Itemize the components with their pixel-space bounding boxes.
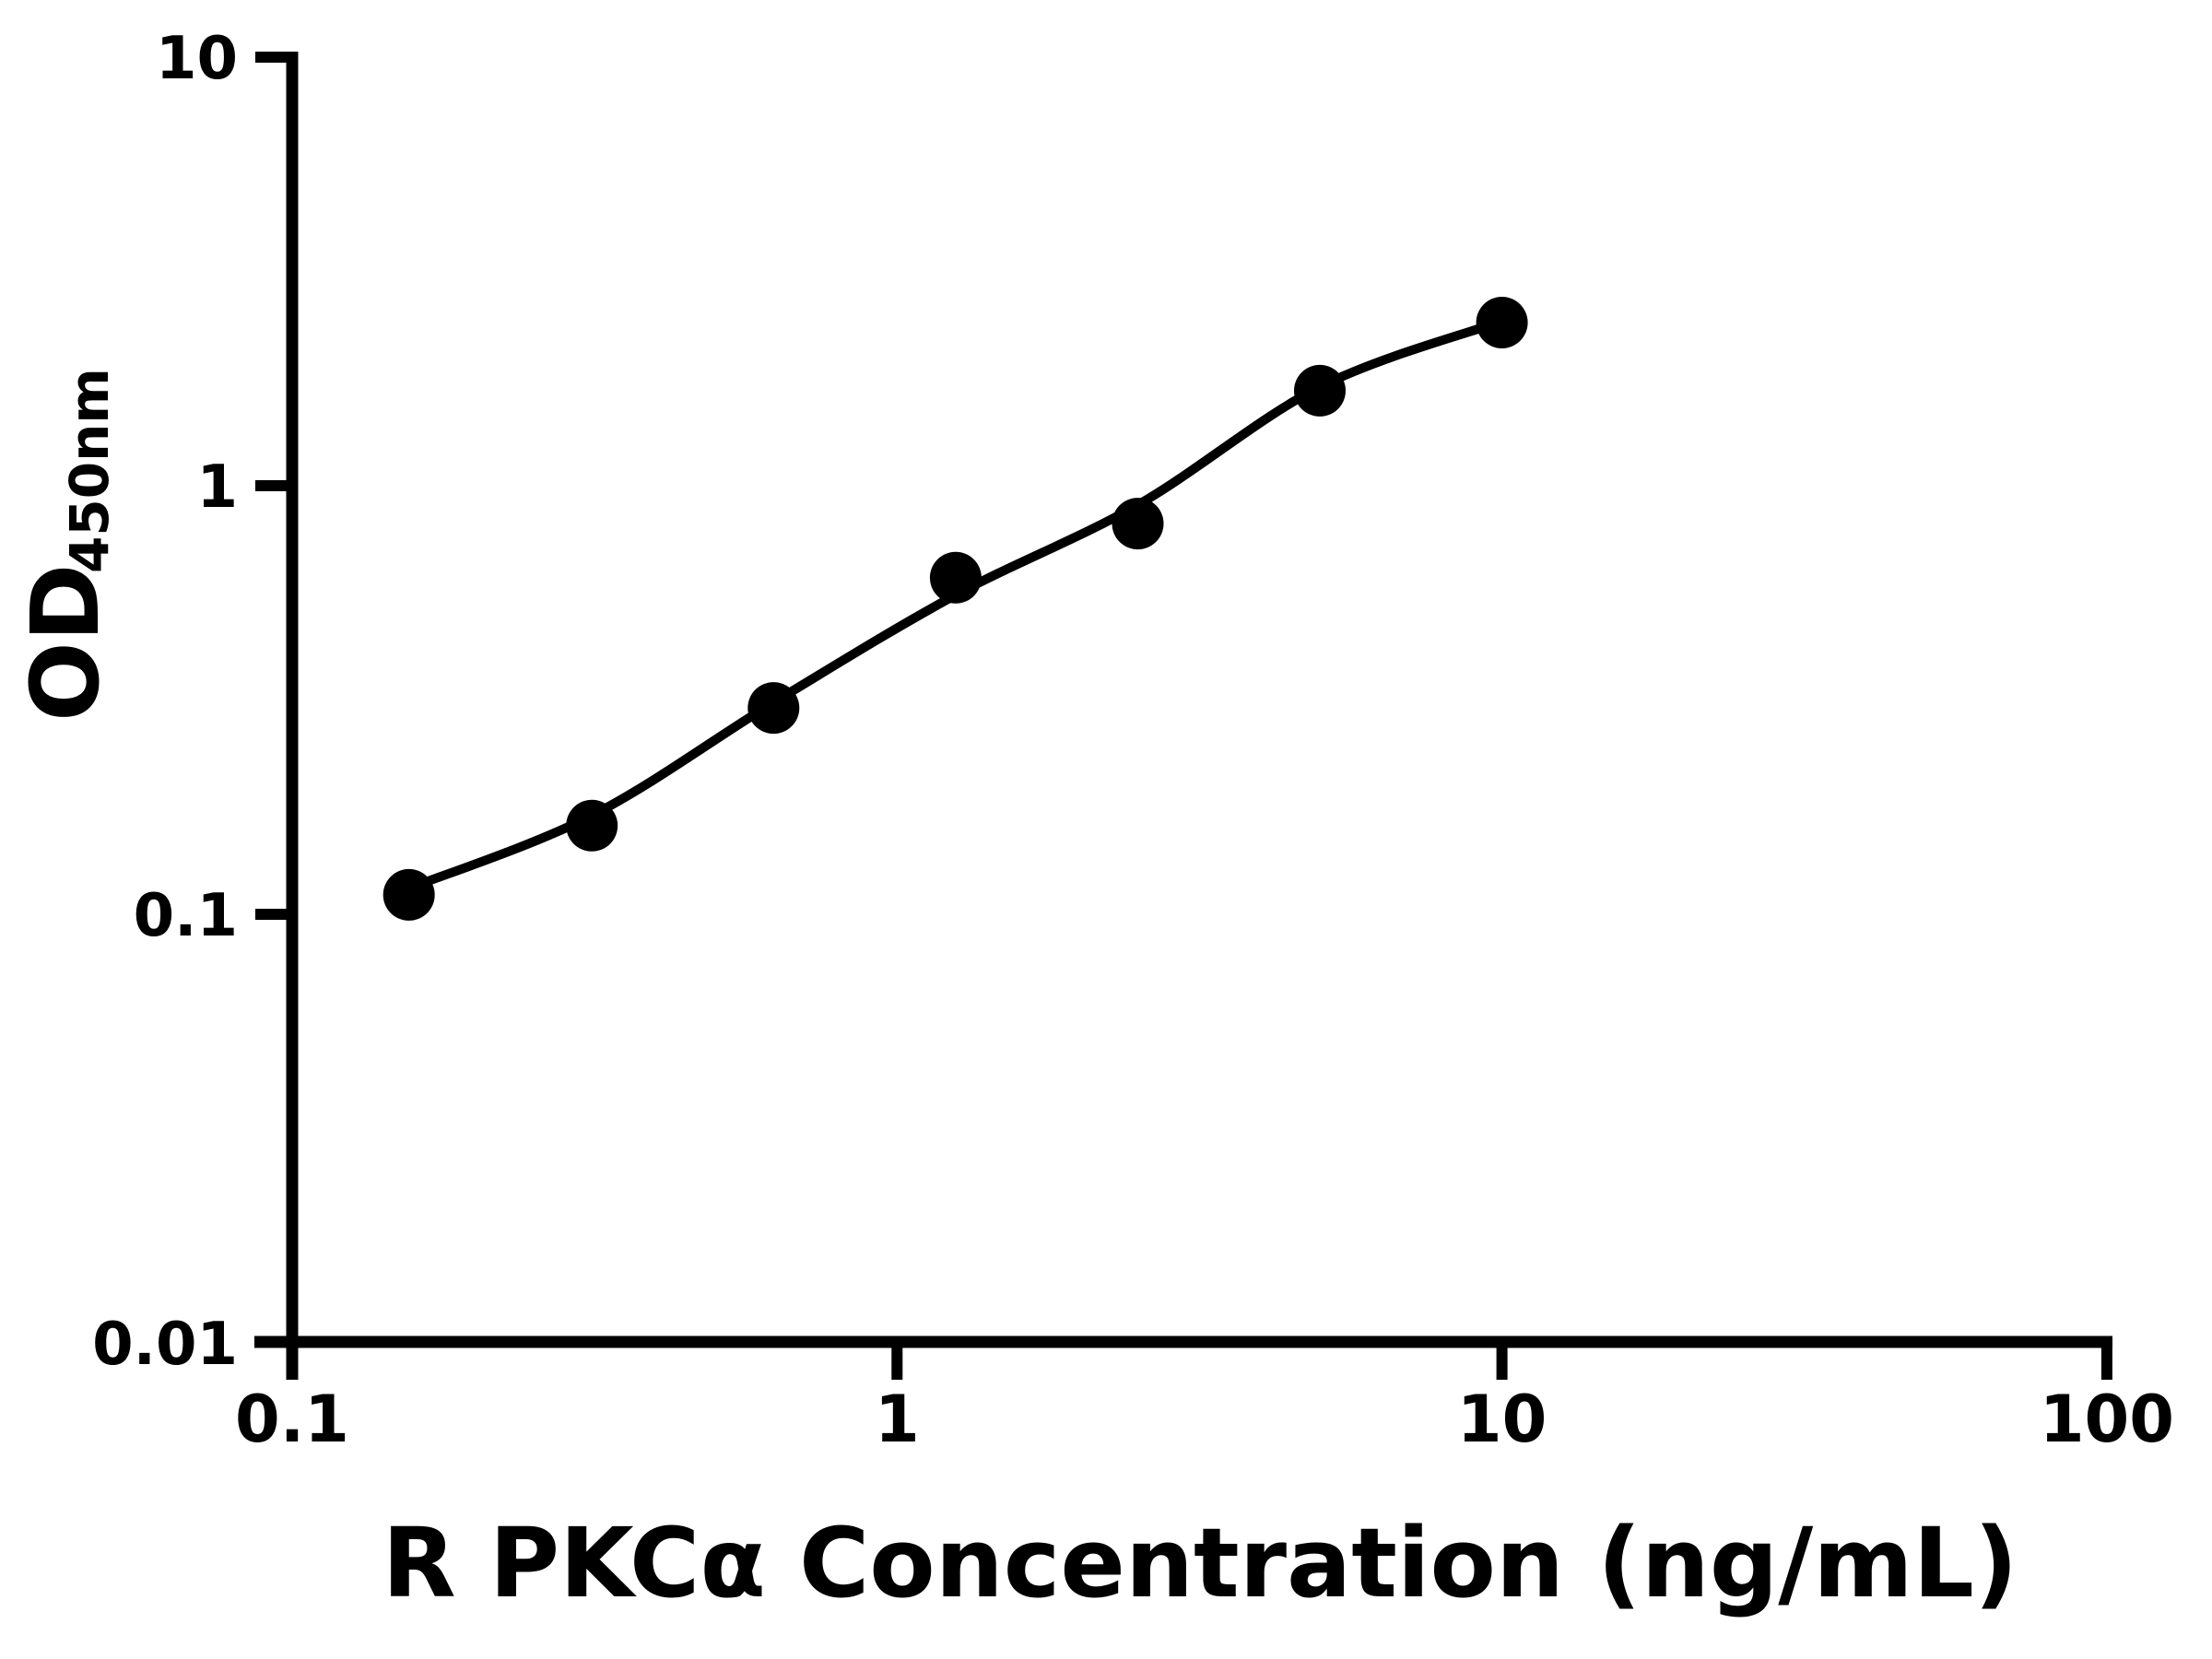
y-axis-title: OD 450nm [11, 368, 121, 722]
y-axis-tick-label: 0.1 [134, 882, 238, 950]
data-point [566, 799, 618, 852]
x-axis-title: R PKCα Concentration (ng/mL) [382, 1507, 2018, 1619]
y-axis-tick-label: 0.01 [92, 1311, 238, 1379]
y-axis-ticks [255, 52, 293, 920]
x-axis-tick-labels: 0.1 1 10 100 [235, 1382, 2174, 1457]
data-point-series [382, 297, 1528, 921]
x-axis-tick-label: 0.1 [235, 1382, 349, 1457]
data-point [1476, 297, 1528, 348]
x-axis-ticks [891, 1342, 2112, 1380]
x-axis-tick-label: 10 [1457, 1382, 1547, 1457]
data-point [747, 682, 800, 735]
data-point [1294, 364, 1346, 417]
y-axis-tick-labels: 10 1 0.1 0.01 [92, 25, 238, 1379]
x-axis: 0.1 1 10 100 [235, 1335, 2174, 1457]
data-point [929, 551, 982, 604]
y-axis: 10 1 0.1 0.01 [92, 25, 299, 1380]
y-axis-tick-label: 10 [156, 25, 238, 93]
data-point [1112, 498, 1164, 550]
y-axis-title-subscript: 450nm [58, 368, 121, 573]
y-axis-title-main: OD [11, 564, 121, 722]
x-axis-tick-label: 1 [875, 1382, 920, 1457]
data-point [382, 868, 435, 921]
x-axis-tick-label: 100 [2040, 1382, 2174, 1457]
y-axis-tick-label: 1 [196, 453, 238, 522]
